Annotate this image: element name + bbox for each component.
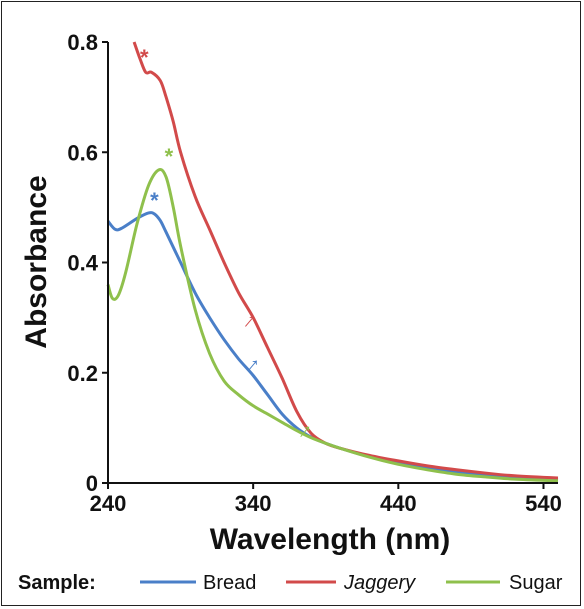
peak-marker-bread: * <box>150 188 159 213</box>
legend-label-bread: Bread <box>203 572 256 594</box>
series-line-bread <box>106 211 559 482</box>
y-axis-title: Absorbance <box>20 175 53 348</box>
legend-label-jaggery: Jaggery <box>343 572 416 594</box>
axes <box>107 42 558 484</box>
series-line-sugar <box>106 168 559 483</box>
x-tick-label: 240 <box>90 491 127 516</box>
legend: Sample: Bread Jaggery Sugar <box>18 572 563 594</box>
legend-title: Sample: <box>18 572 96 594</box>
series-line-jaggery <box>132 41 559 480</box>
y-tick-label: 0.2 <box>67 361 98 386</box>
series-lines <box>106 41 559 483</box>
legend-label-sugar: Sugar <box>509 572 563 594</box>
x-tick-label: 540 <box>525 491 562 516</box>
x-axis-title: Wavelength (nm) <box>210 523 451 556</box>
y-tick-label: 0.8 <box>67 30 98 55</box>
x-tick-label: 440 <box>380 491 417 516</box>
x-tick-label: 340 <box>235 491 272 516</box>
y-tick-label: 0.4 <box>67 251 98 276</box>
peak-annotations: *↑*↑*↑ <box>140 45 318 444</box>
peak-marker-sugar: * <box>165 144 174 169</box>
y-tick-label: 0 <box>86 471 98 496</box>
y-tick-label: 0.6 <box>67 140 98 165</box>
peak-marker-jaggery: * <box>140 45 149 70</box>
tick-marks: 0 0.2 0.4 0.6 0.8 240 340 440 540 <box>67 30 561 516</box>
